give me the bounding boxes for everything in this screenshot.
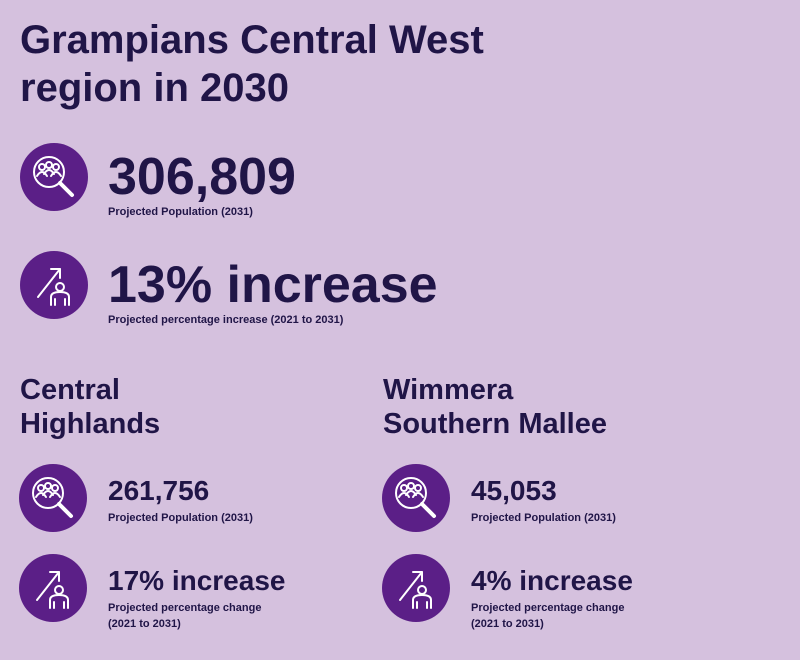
icon-circle bbox=[19, 554, 87, 622]
icon-circle bbox=[382, 554, 450, 622]
stat-caption: Projected percentage increase (2021 to 2… bbox=[108, 314, 344, 326]
stat-caption: Projected Population (2031) bbox=[471, 512, 616, 524]
stat-caption: (2021 to 2031) bbox=[108, 618, 181, 630]
stat-value: 13% increase bbox=[108, 256, 438, 314]
stat-value: 4% increase bbox=[471, 565, 633, 596]
stat-caption: Projected percentage change bbox=[108, 602, 261, 614]
stat-caption: Projected Population (2031) bbox=[108, 512, 253, 524]
stat-value: 306,809 bbox=[108, 148, 296, 206]
icon-circle bbox=[19, 464, 87, 532]
title-line: region in 2030 bbox=[20, 66, 289, 110]
icon-circle bbox=[20, 251, 88, 319]
icon-circle bbox=[382, 464, 450, 532]
region-name: Wimmera bbox=[383, 374, 514, 406]
stat-caption: Projected percentage change bbox=[471, 602, 624, 614]
stat-value: 261,756 bbox=[108, 475, 209, 506]
region-name: Highlands bbox=[20, 408, 160, 440]
stat-caption: (2021 to 2031) bbox=[471, 618, 544, 630]
stat-value: 17% increase bbox=[108, 565, 285, 596]
title-line: Grampians Central West bbox=[20, 18, 484, 62]
stat-caption: Projected Population (2031) bbox=[108, 206, 253, 218]
icon-circle bbox=[20, 143, 88, 211]
region-name: Southern Mallee bbox=[383, 408, 607, 440]
stat-value: 45,053 bbox=[471, 475, 557, 506]
region-name: Central bbox=[20, 374, 120, 406]
